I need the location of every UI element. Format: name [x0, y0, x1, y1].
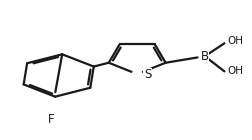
Text: OH: OH [228, 36, 244, 46]
Text: OH: OH [228, 66, 244, 76]
Text: F: F [47, 113, 54, 126]
Text: B: B [200, 50, 209, 63]
Text: S: S [144, 68, 151, 81]
